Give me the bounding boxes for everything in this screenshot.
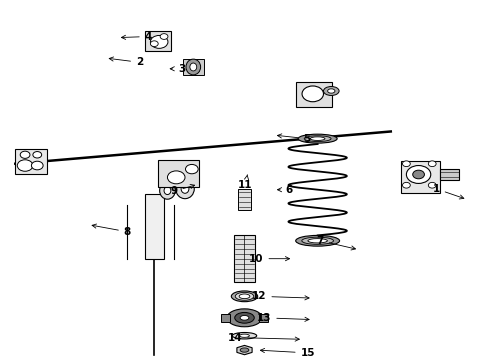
Bar bbox=[259, 314, 267, 322]
Circle shape bbox=[185, 165, 198, 174]
Circle shape bbox=[17, 160, 33, 171]
Ellipse shape bbox=[231, 291, 257, 302]
Ellipse shape bbox=[298, 134, 336, 143]
Ellipse shape bbox=[323, 86, 338, 95]
Circle shape bbox=[412, 170, 424, 179]
Circle shape bbox=[150, 41, 158, 46]
Text: 4: 4 bbox=[121, 32, 152, 41]
Circle shape bbox=[150, 35, 167, 48]
Text: 2: 2 bbox=[109, 57, 143, 67]
Polygon shape bbox=[236, 345, 252, 355]
Circle shape bbox=[167, 171, 184, 184]
Circle shape bbox=[406, 166, 430, 184]
Ellipse shape bbox=[240, 348, 248, 352]
Ellipse shape bbox=[239, 294, 249, 299]
Circle shape bbox=[160, 34, 167, 39]
Circle shape bbox=[20, 151, 30, 158]
Text: 9: 9 bbox=[170, 184, 194, 196]
Circle shape bbox=[402, 183, 409, 188]
Bar bbox=[238, 189, 250, 210]
Text: 1: 1 bbox=[431, 184, 463, 199]
Circle shape bbox=[302, 86, 323, 102]
Ellipse shape bbox=[235, 292, 253, 300]
Ellipse shape bbox=[304, 136, 330, 141]
Text: 13: 13 bbox=[256, 313, 308, 323]
Ellipse shape bbox=[310, 137, 325, 140]
Ellipse shape bbox=[189, 63, 196, 71]
Ellipse shape bbox=[232, 333, 256, 339]
Text: 5: 5 bbox=[277, 134, 310, 144]
Ellipse shape bbox=[301, 237, 333, 244]
Ellipse shape bbox=[240, 315, 248, 320]
Bar bbox=[295, 82, 331, 108]
Text: 12: 12 bbox=[251, 291, 308, 301]
Ellipse shape bbox=[163, 187, 170, 194]
Circle shape bbox=[402, 161, 409, 167]
Ellipse shape bbox=[239, 334, 249, 337]
Ellipse shape bbox=[307, 239, 327, 243]
Circle shape bbox=[427, 183, 435, 188]
Bar bbox=[182, 59, 203, 75]
Bar bbox=[144, 31, 171, 51]
Circle shape bbox=[33, 152, 41, 158]
Text: 15: 15 bbox=[260, 348, 314, 358]
Ellipse shape bbox=[327, 89, 334, 93]
Text: 8: 8 bbox=[92, 224, 131, 237]
Text: 11: 11 bbox=[238, 175, 252, 190]
Bar bbox=[233, 235, 255, 282]
Text: 7: 7 bbox=[316, 236, 355, 250]
Text: 10: 10 bbox=[248, 254, 289, 264]
Ellipse shape bbox=[234, 312, 254, 323]
Circle shape bbox=[427, 161, 435, 167]
Bar bbox=[158, 160, 199, 187]
Bar bbox=[439, 169, 458, 180]
Text: 3: 3 bbox=[170, 64, 185, 74]
Ellipse shape bbox=[181, 184, 188, 193]
Bar bbox=[221, 314, 229, 322]
Ellipse shape bbox=[175, 179, 194, 199]
Bar bbox=[400, 161, 439, 193]
Ellipse shape bbox=[226, 309, 262, 327]
Text: 14: 14 bbox=[227, 333, 299, 342]
Text: 6: 6 bbox=[277, 185, 292, 195]
Circle shape bbox=[31, 161, 43, 170]
Ellipse shape bbox=[185, 59, 200, 75]
Ellipse shape bbox=[295, 235, 339, 246]
Bar bbox=[144, 194, 163, 259]
Ellipse shape bbox=[159, 182, 175, 199]
Bar bbox=[15, 149, 47, 175]
